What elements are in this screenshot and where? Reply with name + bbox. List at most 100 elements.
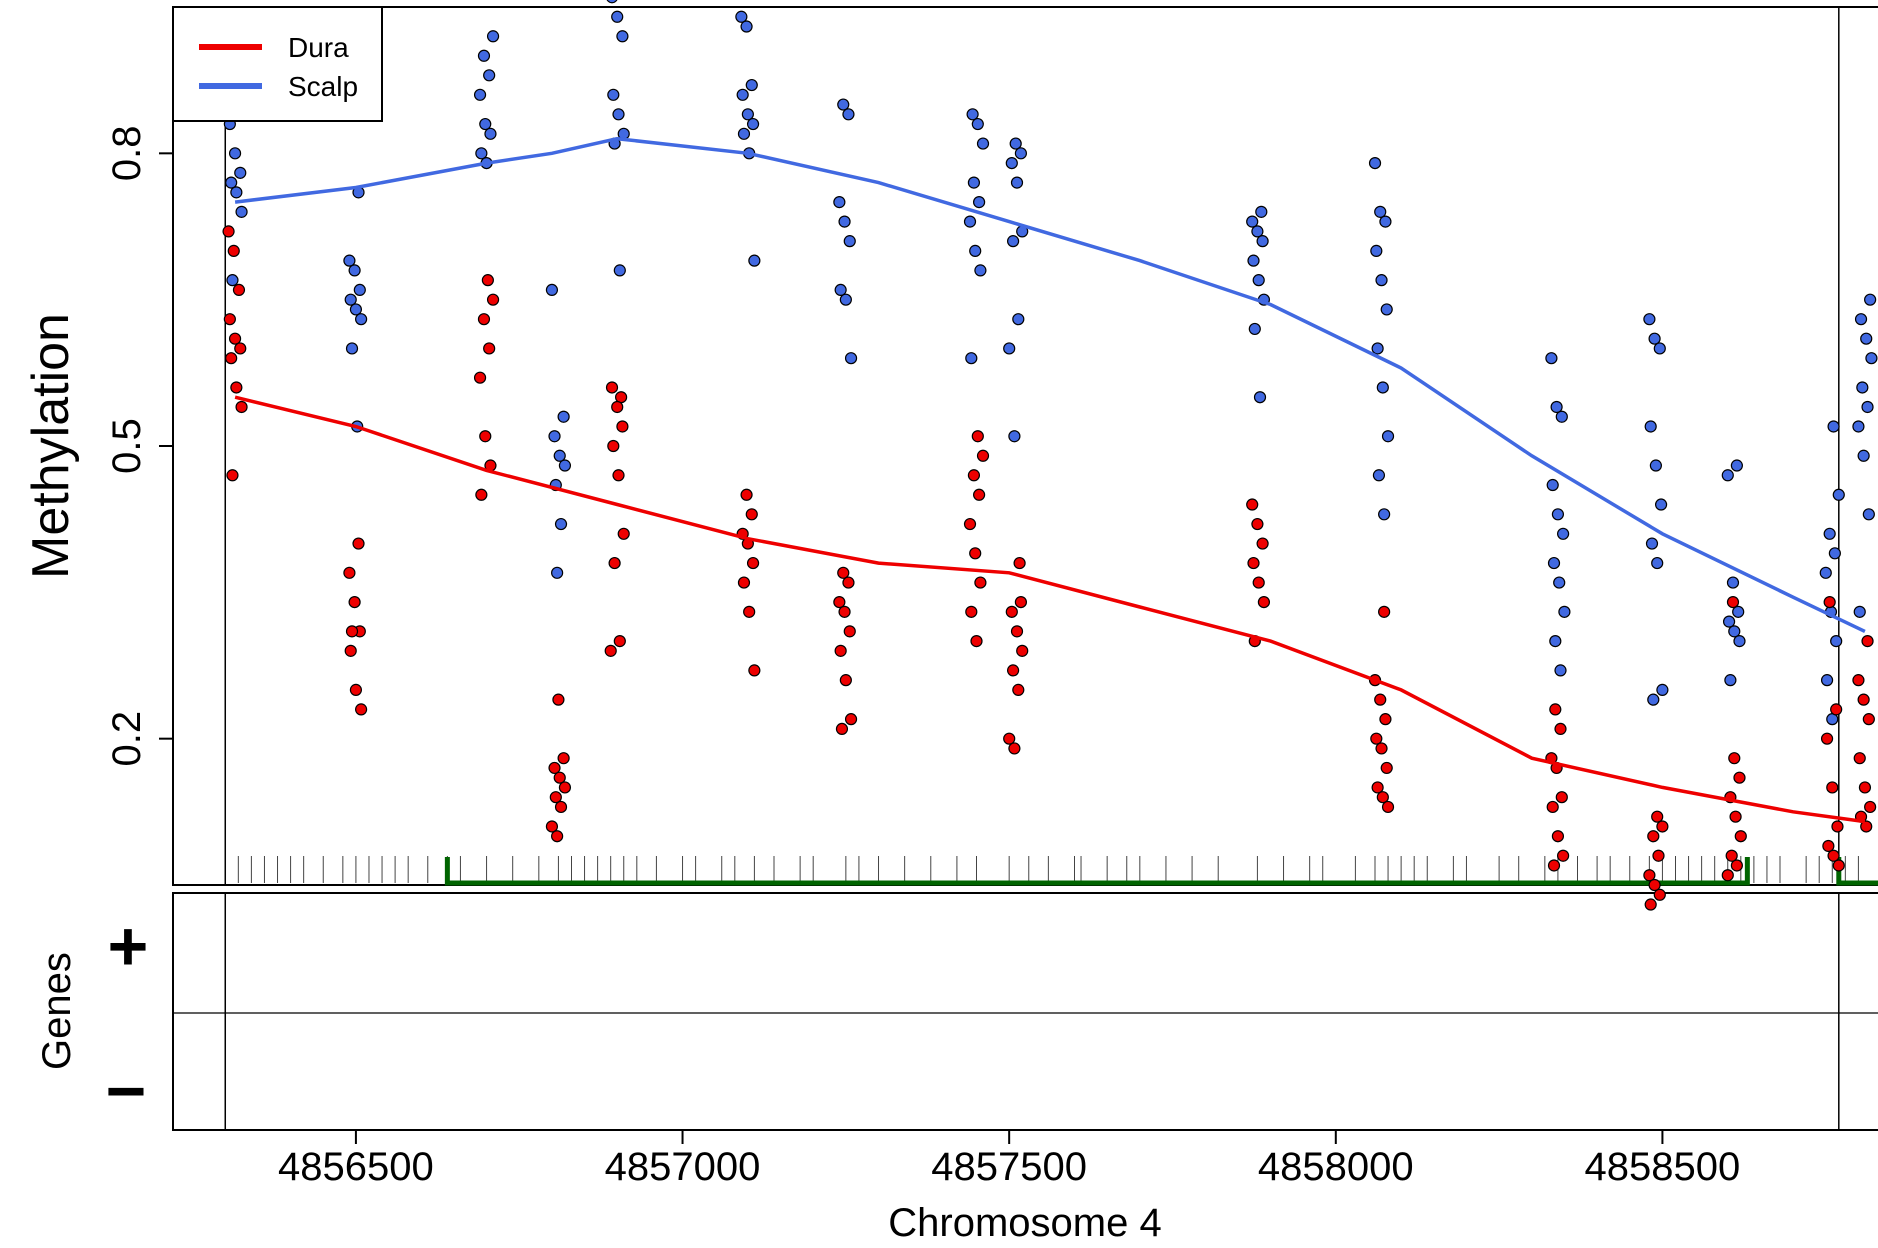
data-point-dura (1379, 713, 1392, 726)
y-tick-label: 0.8 (105, 126, 149, 182)
data-point-scalp (741, 108, 754, 121)
data-point-dura (1551, 830, 1565, 843)
data-point-dura (1864, 800, 1877, 814)
x-tick-label: 4857500 (931, 1145, 1087, 1189)
data-point-scalp (745, 78, 758, 92)
data-point-dura (1014, 595, 1028, 609)
data-point-dura (839, 674, 852, 687)
data-point-dura (345, 625, 359, 638)
data-point-scalp (345, 342, 359, 355)
data-point-dura (1246, 498, 1259, 511)
data-point-dura (971, 430, 984, 443)
data-point-scalp (1860, 332, 1873, 345)
data-point-dura (737, 576, 751, 589)
strand-plus: + (108, 907, 149, 985)
data-point-dura (833, 595, 846, 609)
data-point-dura (1376, 791, 1389, 804)
data-point-dura (1644, 898, 1657, 911)
data-point-dura (1554, 722, 1567, 736)
data-point-scalp (1551, 508, 1565, 521)
data-point-scalp (343, 254, 356, 267)
data-point-scalp (1253, 391, 1267, 404)
data-point-dura (481, 274, 494, 287)
data-point-scalp (1554, 664, 1567, 677)
data-point-dura (1256, 537, 1269, 550)
data-point-dura (838, 605, 851, 618)
data-point-dura (1726, 595, 1740, 609)
data-point-scalp (748, 254, 761, 267)
data-point-scalp (1374, 205, 1387, 218)
data-point-dura (969, 547, 982, 560)
data-point-scalp (355, 313, 368, 326)
data-point-dura (1008, 742, 1021, 755)
data-point-dura (1831, 820, 1844, 833)
data-point-dura (483, 342, 496, 355)
data-point-dura (1860, 820, 1873, 833)
x-tick-label: 4856500 (278, 1145, 434, 1189)
data-point-scalp (1730, 459, 1743, 472)
data-point-scalp (548, 430, 561, 443)
data-point-scalp (545, 283, 559, 297)
data-point-dura (1381, 800, 1395, 814)
data-point-dura (486, 293, 500, 306)
data-point-scalp (1856, 381, 1869, 394)
data-point-dura (1378, 605, 1391, 618)
data-point-dura (843, 625, 856, 638)
data-point-scalp (1550, 400, 1563, 414)
data-point-scalp (606, 0, 618, 4)
y-tick-label: 0.2 (105, 711, 149, 767)
data-point-scalp (1247, 254, 1260, 267)
data-point-scalp (1553, 576, 1566, 589)
data-point-scalp (1653, 342, 1666, 355)
data-point-scalp (1832, 488, 1845, 501)
data-point-scalp (1256, 235, 1269, 248)
data-point-dura (616, 420, 629, 433)
smooth-line-scalp (234, 136, 1866, 633)
data-point-dura (605, 381, 619, 394)
data-point-dura (1823, 595, 1836, 609)
data-point-scalp (746, 117, 760, 131)
data-point-scalp (1830, 635, 1843, 648)
data-point-dura (234, 342, 247, 355)
cpg-island (444, 857, 1750, 886)
data-point-scalp (1724, 674, 1737, 687)
data-point-scalp (1376, 381, 1389, 394)
data-point-dura (740, 488, 753, 501)
data-point-scalp (969, 244, 982, 257)
legend-label-scalp: Scalp (288, 71, 358, 102)
data-point-scalp (735, 10, 748, 23)
data-point-dura (1013, 556, 1026, 570)
data-point-scalp (1853, 605, 1866, 618)
data-point-scalp (839, 293, 852, 306)
data-point-scalp (475, 147, 488, 160)
x-axis-label: Chromosome 4 (888, 1201, 1161, 1243)
data-point-dura (1007, 664, 1020, 677)
data-point-scalp (228, 147, 242, 160)
data-point-scalp (844, 352, 858, 365)
data-point-dura (1832, 859, 1845, 872)
data-point-scalp (1014, 147, 1028, 160)
genes-panel (172, 892, 1878, 1131)
legend-box (172, 6, 383, 122)
data-point-scalp (1732, 605, 1745, 618)
data-point-scalp (1546, 478, 1559, 492)
data-point-scalp (1372, 469, 1386, 482)
data-point-dura (844, 713, 858, 726)
y-tick-label: 0.5 (105, 418, 149, 474)
data-point-scalp (1547, 556, 1561, 570)
data-point-dura (1003, 732, 1016, 745)
data-point-dura (748, 664, 761, 677)
data-point-scalp (967, 176, 981, 189)
data-point-dura (835, 722, 849, 736)
data-point-dura (611, 400, 624, 414)
data-point-dura (473, 371, 487, 384)
data-point-scalp (1555, 410, 1568, 423)
data-point-scalp (616, 30, 629, 43)
data-point-dura (355, 703, 368, 716)
data-point-scalp (1647, 693, 1660, 706)
data-point-scalp (1557, 527, 1570, 540)
data-point-scalp (1255, 205, 1268, 218)
data-point-scalp (611, 10, 624, 23)
smooth-line-dura (234, 395, 1866, 824)
